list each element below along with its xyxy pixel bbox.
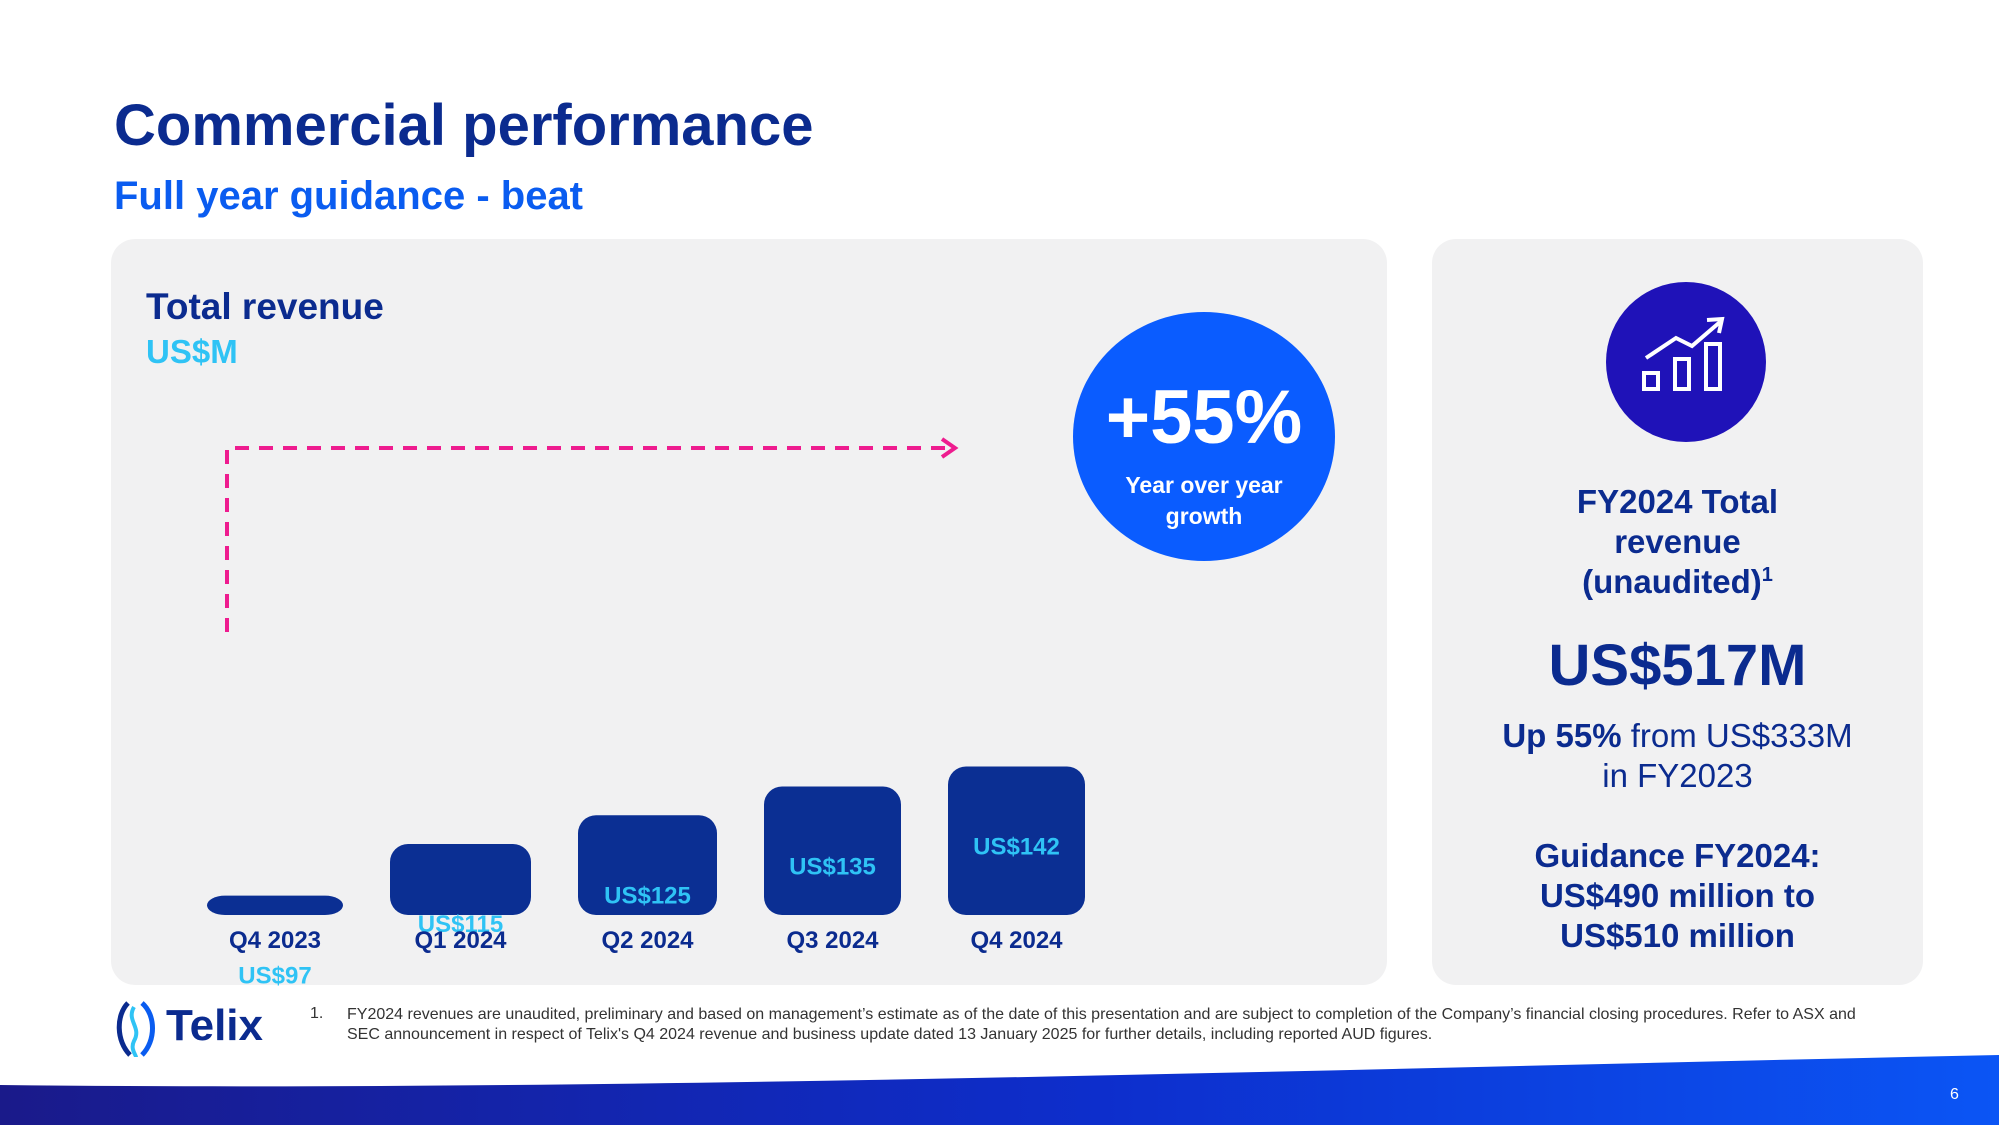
chart-unit-label: US$M	[146, 333, 238, 370]
growth-chart-icon	[1606, 282, 1766, 442]
unaudited-label: (unaudited)	[1582, 563, 1762, 600]
data-label: US$115	[418, 911, 503, 938]
page-title: Commercial performance	[114, 93, 814, 158]
growth-label-line2: growth	[1165, 503, 1243, 529]
chart-title: Total revenue	[146, 286, 384, 327]
summary-heading-line3: (unaudited)1	[1432, 562, 1923, 602]
guidance-line2: US$490 million to	[1539, 877, 1816, 914]
data-label: US$125	[604, 882, 691, 909]
page-subtitle: Full year guidance - beat	[114, 174, 584, 218]
data-label: US$142	[973, 833, 1060, 860]
telix-logo: Telix	[112, 997, 272, 1061]
growth-summary-line2: in FY2023	[1602, 757, 1753, 794]
summary-heading: FY2024 Total revenue (unaudited)1	[1432, 482, 1923, 602]
footnote-text: FY2024 revenues are unaudited, prelimina…	[347, 1006, 1856, 1043]
growth-arrow	[225, 446, 950, 632]
growth-label-line1: Year over year	[1125, 472, 1283, 498]
growth-summary-line1: Up 55% from US$333M	[1432, 716, 1923, 756]
growth-summary-rest: from US$333M	[1621, 717, 1853, 754]
growth-arrow-head	[940, 437, 959, 459]
bar-q4-2023	[207, 895, 343, 915]
logo-text: Telix	[166, 1001, 264, 1050]
category-label: Q2 2024	[601, 927, 694, 954]
footer-wave	[0, 1055, 1999, 1125]
total-revenue-value: US$517M	[1548, 633, 1807, 698]
guidance-text: Guidance FY2024: US$490 million to US$51…	[1432, 836, 1923, 956]
category-label: Q3 2024	[786, 927, 879, 954]
growth-label: Year over year growth	[1073, 470, 1335, 532]
growth-badge: +55% Year over year growth	[1073, 312, 1335, 561]
category-label: Q1 2024	[414, 927, 507, 954]
bar-q4-2024	[948, 766, 1085, 915]
bar-q2-2024	[578, 815, 717, 915]
category-label: Q4 2023	[229, 927, 321, 954]
guidance-line1: Guidance FY2024:	[1534, 837, 1821, 874]
bar-q3-2024	[764, 786, 901, 915]
summary-heading-line2: revenue	[1614, 523, 1741, 560]
summary-heading-line1: FY2024 Total	[1576, 483, 1779, 520]
growth-summary: Up 55% from US$333M in FY2023	[1432, 716, 1923, 796]
footnote-marker: 1	[1761, 564, 1773, 586]
guidance-line3: US$510 million	[1560, 917, 1795, 954]
page-number: 6	[1950, 1086, 1959, 1103]
growth-value: +55%	[1105, 375, 1303, 460]
data-label: US$97	[238, 963, 311, 990]
data-label: US$135	[789, 854, 876, 881]
footnote-number: 1.	[310, 1005, 324, 1022]
bar-q1-2024	[390, 843, 531, 915]
telix-logo-icon	[116, 1001, 155, 1058]
growth-summary-bold: Up 55%	[1502, 717, 1622, 754]
category-label: Q4 2024	[970, 927, 1063, 954]
